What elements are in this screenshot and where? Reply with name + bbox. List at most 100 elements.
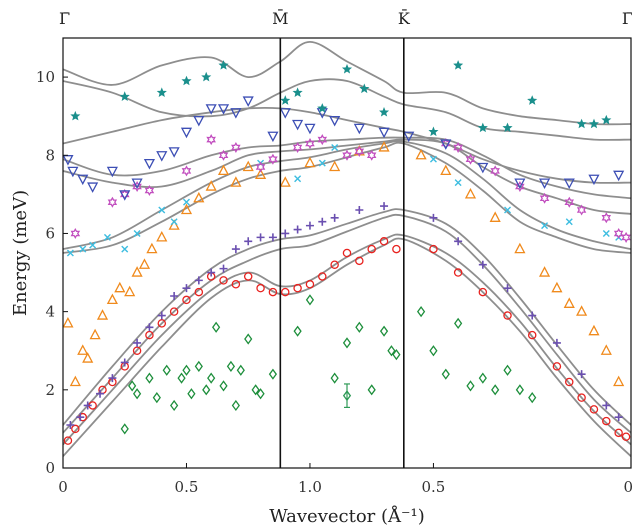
data-point-star: [379, 106, 390, 117]
data-point-hexagram: [317, 134, 328, 146]
data-point-hexagram: [342, 149, 352, 161]
data-point-diamond: [182, 364, 191, 376]
data-point-diamond: [491, 384, 500, 396]
theory-curve-7: [63, 136, 631, 200]
data-point-circle: [355, 256, 364, 266]
data-point-star: [280, 95, 291, 105]
data-point-triangle-up: [146, 242, 158, 254]
data-point-triangle-down: [514, 178, 526, 190]
data-point-circle: [132, 346, 142, 355]
data-point-circle: [429, 244, 438, 254]
data-point-hexagram: [305, 137, 315, 150]
data-point-hexagram: [354, 145, 365, 157]
data-point-triangle-up: [242, 160, 254, 172]
series-triangle-up: [63, 141, 625, 387]
data-point-plus: [231, 245, 240, 254]
data-point-star: [292, 87, 303, 98]
data-point-plus: [454, 237, 463, 246]
data-point-triangle-up: [464, 187, 477, 199]
data-point-x: [66, 249, 74, 257]
data-point-plus: [194, 276, 203, 285]
data-point-plus: [318, 217, 327, 226]
data-point-hexagram: [539, 192, 550, 204]
data-point-circle: [169, 307, 179, 316]
data-point-plus: [577, 370, 586, 379]
data-point-diamond: [145, 372, 154, 384]
data-point-triangle-down: [67, 166, 79, 178]
data-point-triangle-up: [600, 344, 612, 355]
data-point-plus: [76, 413, 85, 422]
data-point-x: [103, 233, 111, 241]
data-point-diamond: [256, 388, 265, 400]
data-point-circle: [589, 405, 599, 414]
data-point-plus: [355, 206, 364, 214]
data-point-x: [602, 229, 610, 237]
data-point-star: [218, 60, 229, 70]
data-point-circle: [614, 428, 623, 438]
data-point-triangle-up: [514, 242, 526, 254]
data-point-circle: [318, 272, 327, 281]
data-point-star: [359, 83, 370, 94]
data-point-circle: [379, 237, 389, 246]
data-point-plus: [528, 311, 537, 320]
data-point-triangle-up: [304, 156, 316, 168]
data-point-triangle-up: [279, 176, 291, 187]
data-point-triangle-down: [242, 96, 254, 107]
data-point-circle: [453, 268, 463, 277]
data-point-triangle-up: [551, 281, 563, 293]
data-point-triangle-up: [613, 375, 625, 387]
data-point-hexagram: [601, 212, 612, 224]
data-point-diamond: [330, 372, 339, 384]
theory-curve-1: [63, 233, 631, 446]
x-tick-label: 0: [58, 478, 68, 496]
data-point-star: [428, 126, 439, 137]
data-point-star: [156, 87, 167, 98]
data-point-triangle-up: [69, 375, 81, 387]
data-point-diamond: [528, 392, 537, 404]
x-tick-label: 0.5: [422, 478, 446, 496]
data-point-circle: [157, 319, 167, 328]
data-point-triangle-down: [217, 104, 230, 115]
series-star: [70, 60, 612, 137]
data-point-hexagram: [206, 134, 216, 146]
series-triangle-down: [63, 96, 625, 201]
data-point-diamond: [268, 368, 278, 380]
data-point-diamond: [478, 372, 487, 384]
data-point-diamond: [392, 349, 401, 361]
data-point-circle: [330, 260, 339, 269]
data-point-hexagram: [453, 141, 463, 154]
data-point-hexagram: [366, 149, 377, 161]
data-point-x: [294, 175, 302, 183]
data-point-star: [477, 122, 488, 133]
data-point-diamond: [466, 380, 475, 392]
data-point-plus: [157, 311, 166, 320]
data-point-diamond: [226, 360, 236, 372]
data-point-plus: [281, 229, 290, 238]
theory-curve-10: [63, 40, 631, 126]
x-axis-label: Wavevector (Å⁻¹): [269, 505, 425, 527]
data-point-diamond: [212, 321, 221, 333]
series-plus: [66, 202, 623, 429]
data-point-star: [181, 75, 192, 86]
data-point-circle: [63, 436, 73, 445]
data-point-star: [317, 103, 328, 113]
data-point-plus: [66, 421, 75, 429]
data-point-triangle-up: [63, 316, 74, 328]
data-point-diamond: [367, 384, 376, 396]
data-point-diamond: [429, 345, 438, 357]
data-point-plus: [207, 268, 216, 277]
data-point-triangle-up: [138, 258, 151, 269]
symmetry-label: M̄: [272, 7, 288, 28]
data-point-plus: [552, 338, 561, 347]
series-hexagram: [70, 134, 631, 243]
data-point-x: [133, 229, 141, 237]
data-point-hexagram: [255, 161, 266, 173]
data-point-hexagram: [132, 180, 142, 193]
data-point-circle: [503, 311, 512, 320]
theory-curves: [63, 40, 631, 457]
data-point-circle: [243, 272, 253, 281]
data-point-plus: [478, 260, 487, 269]
data-point-plus: [145, 323, 154, 332]
data-point-triangle-up: [131, 266, 143, 277]
x-axis: 0 0.5 1.0 0.5 0: [58, 463, 632, 496]
